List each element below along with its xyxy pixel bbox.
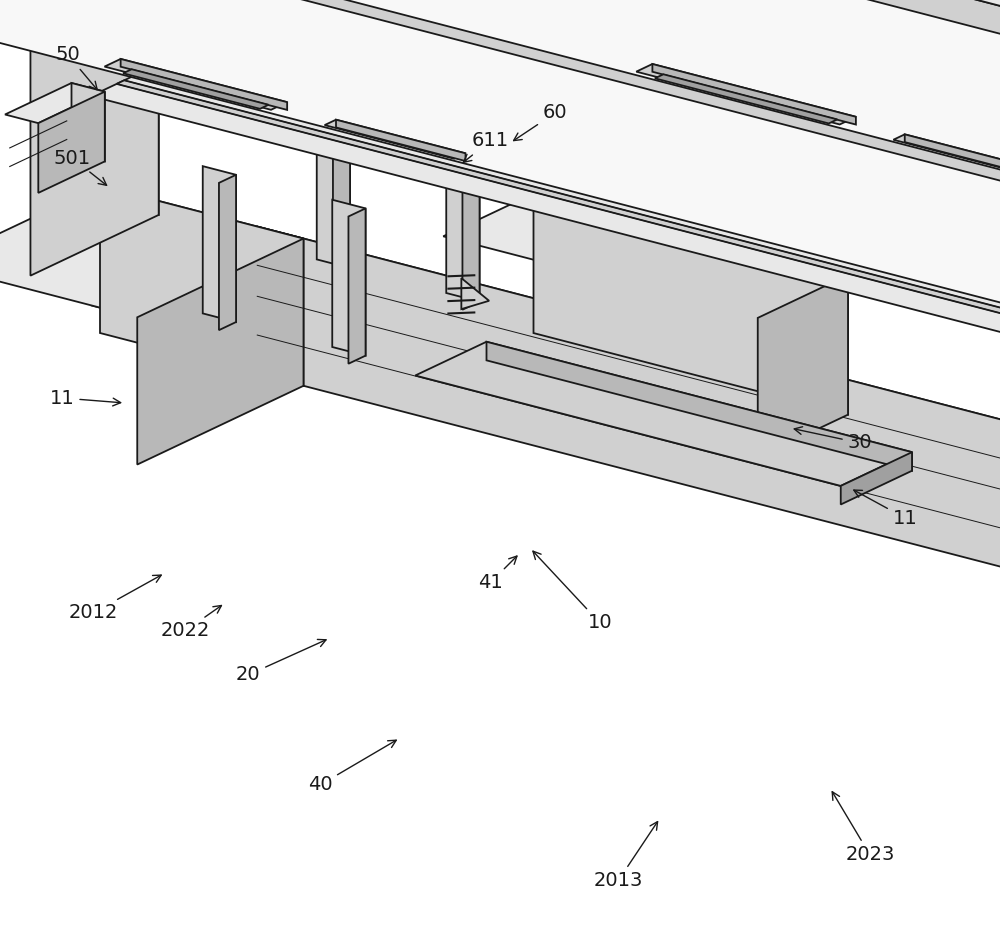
Polygon shape	[38, 91, 105, 193]
Polygon shape	[348, 208, 366, 364]
Polygon shape	[461, 278, 489, 309]
Text: 2012: 2012	[68, 575, 161, 622]
Polygon shape	[655, 75, 837, 123]
Polygon shape	[100, 186, 304, 386]
Polygon shape	[534, 193, 848, 414]
Text: 611: 611	[463, 132, 509, 162]
Polygon shape	[0, 186, 304, 317]
Polygon shape	[462, 154, 480, 310]
Polygon shape	[758, 275, 848, 457]
Text: 2022: 2022	[160, 606, 221, 640]
Polygon shape	[325, 119, 466, 159]
Polygon shape	[133, 0, 1000, 145]
Text: 10: 10	[533, 551, 612, 633]
Polygon shape	[257, 18, 1000, 374]
Polygon shape	[72, 83, 105, 161]
Polygon shape	[0, 0, 1000, 356]
Polygon shape	[841, 453, 912, 505]
Polygon shape	[336, 119, 466, 161]
Polygon shape	[119, 0, 1000, 288]
Polygon shape	[317, 112, 350, 268]
Polygon shape	[123, 69, 269, 109]
Text: 40: 40	[308, 740, 396, 795]
Text: 50: 50	[56, 46, 97, 90]
Polygon shape	[104, 59, 287, 110]
Polygon shape	[636, 64, 856, 124]
Polygon shape	[332, 200, 366, 355]
Text: 11: 11	[854, 490, 917, 527]
Polygon shape	[257, 227, 1000, 669]
Polygon shape	[333, 120, 350, 276]
Polygon shape	[137, 239, 304, 465]
Text: 41: 41	[478, 556, 517, 592]
Polygon shape	[203, 166, 236, 322]
Text: 2013: 2013	[593, 822, 658, 890]
Polygon shape	[216, 33, 1000, 332]
Polygon shape	[905, 134, 1000, 180]
Polygon shape	[117, 80, 1000, 379]
Text: 30: 30	[794, 426, 872, 453]
Text: 20: 20	[236, 639, 326, 685]
Text: 60: 60	[514, 104, 567, 141]
Polygon shape	[0, 0, 1000, 223]
Text: 2023: 2023	[832, 792, 895, 865]
Polygon shape	[446, 146, 480, 301]
Polygon shape	[219, 174, 236, 330]
Polygon shape	[133, 0, 1000, 117]
Polygon shape	[91, 227, 1000, 601]
Polygon shape	[893, 134, 1000, 178]
Polygon shape	[486, 341, 912, 471]
Polygon shape	[443, 193, 848, 318]
Polygon shape	[159, 60, 1000, 359]
Polygon shape	[0, 0, 159, 35]
Polygon shape	[114, 0, 159, 215]
Polygon shape	[91, 18, 1000, 391]
Polygon shape	[30, 0, 159, 275]
Polygon shape	[5, 83, 105, 123]
Text: 501: 501	[53, 148, 107, 186]
Text: 11: 11	[50, 388, 121, 408]
Polygon shape	[415, 341, 912, 486]
Polygon shape	[121, 59, 287, 110]
Polygon shape	[652, 64, 856, 124]
